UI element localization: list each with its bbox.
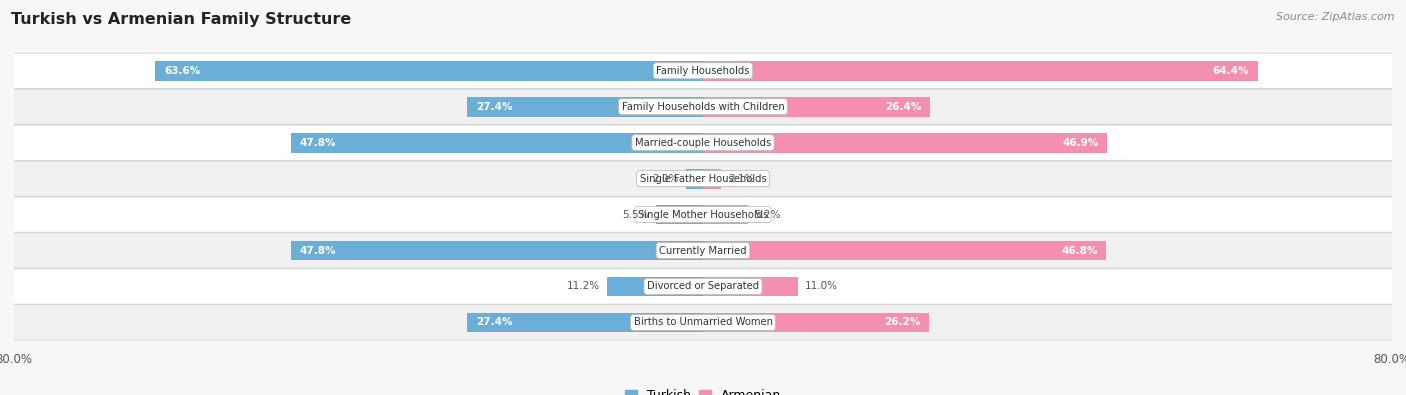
Bar: [703, 312, 928, 332]
Text: 47.8%: 47.8%: [299, 138, 336, 148]
Text: Currently Married: Currently Married: [659, 246, 747, 256]
FancyBboxPatch shape: [6, 305, 1400, 340]
Bar: [703, 205, 748, 224]
FancyBboxPatch shape: [6, 269, 1400, 304]
Text: 11.0%: 11.0%: [804, 282, 838, 292]
Text: Turkish vs Armenian Family Structure: Turkish vs Armenian Family Structure: [11, 12, 352, 27]
Bar: [686, 169, 703, 188]
Bar: [655, 205, 703, 224]
Bar: [155, 61, 703, 81]
Bar: [703, 97, 931, 117]
Text: Divorced or Separated: Divorced or Separated: [647, 282, 759, 292]
Text: 11.2%: 11.2%: [567, 282, 599, 292]
Bar: [467, 312, 703, 332]
Bar: [703, 276, 797, 296]
Text: 27.4%: 27.4%: [475, 102, 512, 112]
Text: 46.8%: 46.8%: [1062, 246, 1098, 256]
Text: Single Father Households: Single Father Households: [640, 174, 766, 184]
Bar: [703, 133, 1107, 152]
Text: 5.2%: 5.2%: [755, 210, 782, 220]
Text: 2.1%: 2.1%: [728, 174, 755, 184]
FancyBboxPatch shape: [6, 197, 1400, 232]
Text: 46.9%: 46.9%: [1062, 138, 1098, 148]
Bar: [606, 276, 703, 296]
Text: 47.8%: 47.8%: [299, 246, 336, 256]
Text: Single Mother Households: Single Mother Households: [638, 210, 768, 220]
Text: 26.4%: 26.4%: [886, 102, 922, 112]
FancyBboxPatch shape: [6, 233, 1400, 268]
Text: 27.4%: 27.4%: [475, 318, 512, 327]
Text: 63.6%: 63.6%: [165, 66, 200, 76]
Text: Married-couple Households: Married-couple Households: [636, 138, 770, 148]
Bar: [703, 61, 1257, 81]
Bar: [703, 169, 721, 188]
FancyBboxPatch shape: [6, 89, 1400, 124]
FancyBboxPatch shape: [6, 161, 1400, 196]
FancyBboxPatch shape: [6, 53, 1400, 88]
Legend: Turkish, Armenian: Turkish, Armenian: [620, 384, 786, 395]
Text: 2.0%: 2.0%: [652, 174, 679, 184]
Text: 64.4%: 64.4%: [1212, 66, 1249, 76]
Text: Source: ZipAtlas.com: Source: ZipAtlas.com: [1277, 12, 1395, 22]
Bar: [467, 97, 703, 117]
Text: Family Households: Family Households: [657, 66, 749, 76]
Bar: [291, 241, 703, 260]
Text: Family Households with Children: Family Households with Children: [621, 102, 785, 112]
FancyBboxPatch shape: [6, 125, 1400, 160]
Bar: [291, 133, 703, 152]
Text: 5.5%: 5.5%: [623, 210, 648, 220]
Text: 26.2%: 26.2%: [884, 318, 920, 327]
Bar: [703, 241, 1107, 260]
Text: Births to Unmarried Women: Births to Unmarried Women: [634, 318, 772, 327]
